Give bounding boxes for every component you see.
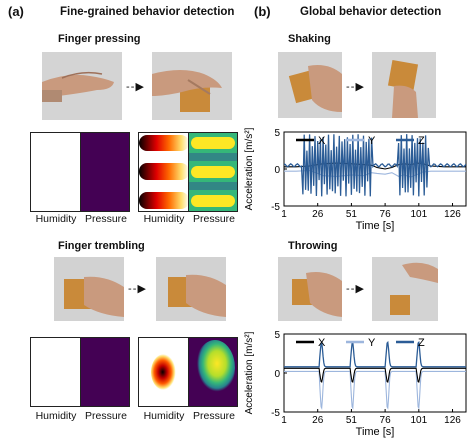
panel-a-title: Fine-grained behavior detection (60, 6, 235, 18)
finger-trembling-photo-before (54, 257, 124, 321)
y-tick-label: 5 (274, 330, 280, 341)
legend-label-x: X (318, 337, 326, 349)
legend-label-y: Y (368, 135, 376, 147)
x-axis-label: Time [s] (356, 220, 395, 232)
x-tick-label: 126 (444, 209, 461, 220)
y-tick-label: -5 (271, 202, 280, 213)
pressure-label-2a: Pressure (84, 410, 127, 422)
throwing-photo-after (372, 257, 438, 321)
y-tick-label: 5 (274, 128, 280, 139)
panel-b-letter: (b) (254, 4, 271, 19)
finger-trembling-photo-after (156, 257, 226, 321)
arrow-trembling: - - ▶ (128, 283, 146, 295)
humidity-label-2b: Humidity (143, 410, 185, 422)
finger-pressing-photo-after (152, 52, 232, 120)
y-axis-label: Acceleration [m/s²] (244, 127, 255, 210)
finger-trembling-title: Finger trembling (58, 240, 145, 252)
legend-label-y: Y (368, 337, 376, 349)
series-x-line (284, 367, 466, 383)
series-z-line (284, 340, 466, 368)
throwing-title: Throwing (288, 240, 338, 252)
legend-label-z: Z (418, 337, 425, 349)
pressure-label-1a: Pressure (84, 213, 127, 225)
humidity-heatmap-blank-2 (30, 337, 82, 407)
finger-pressing-photo-before (42, 52, 122, 120)
finger-pressing-title: Finger pressing (58, 33, 141, 45)
panel-a-letter: (a) (8, 4, 24, 19)
arrow-shaking: - - ▶ (346, 81, 364, 93)
legend-label-x: X (318, 135, 326, 147)
throwing-photo-before (278, 257, 342, 321)
y-tick-label: 0 (274, 369, 280, 380)
pressure-heatmap-trembling (188, 337, 238, 407)
humidity-heatmap-blank-1 (30, 132, 82, 212)
arrow-pressing: - - ▶ (126, 81, 144, 93)
x-tick-label: 26 (312, 209, 324, 220)
pressure-label-1b: Pressure (192, 213, 235, 225)
series-z-line (284, 134, 466, 197)
humidity-label-1b: Humidity (143, 213, 185, 225)
x-tick-label: 76 (380, 209, 392, 220)
x-tick-label: 51 (346, 209, 358, 220)
x-tick-label: 101 (410, 415, 427, 426)
x-tick-label: 76 (380, 415, 392, 426)
series-y-line (284, 370, 466, 411)
shaking-photo-after (372, 52, 436, 118)
y-tick-label: 0 (274, 165, 280, 176)
pressure-heatmap-blank-1 (80, 132, 130, 212)
x-tick-label: 1 (281, 209, 287, 220)
y-tick-label: -5 (271, 408, 280, 419)
legend-label-z: Z (418, 135, 425, 147)
pressure-heatmap-blank-2 (80, 337, 130, 407)
humidity-label-2a: Humidity (35, 410, 77, 422)
pressure-heatmap-pressing (188, 132, 238, 212)
x-tick-label: 51 (346, 415, 358, 426)
x-tick-label: 101 (410, 209, 427, 220)
x-tick-label: 26 (312, 415, 324, 426)
x-tick-label: 1 (281, 415, 287, 426)
humidity-label-1a: Humidity (35, 213, 77, 225)
x-tick-label: 126 (444, 415, 461, 426)
shaking-title: Shaking (288, 33, 331, 45)
shaking-photo-before (278, 52, 342, 118)
x-axis-label: Time [s] (356, 426, 395, 438)
y-axis-label: Acceleration [m/s²] (244, 331, 255, 414)
arrow-throwing: - - ▶ (346, 283, 364, 295)
panel-b-title: Global behavior detection (300, 6, 442, 18)
pressure-label-2b: Pressure (192, 410, 235, 422)
humidity-heatmap-trembling (138, 337, 190, 407)
humidity-heatmap-pressing (138, 132, 190, 212)
